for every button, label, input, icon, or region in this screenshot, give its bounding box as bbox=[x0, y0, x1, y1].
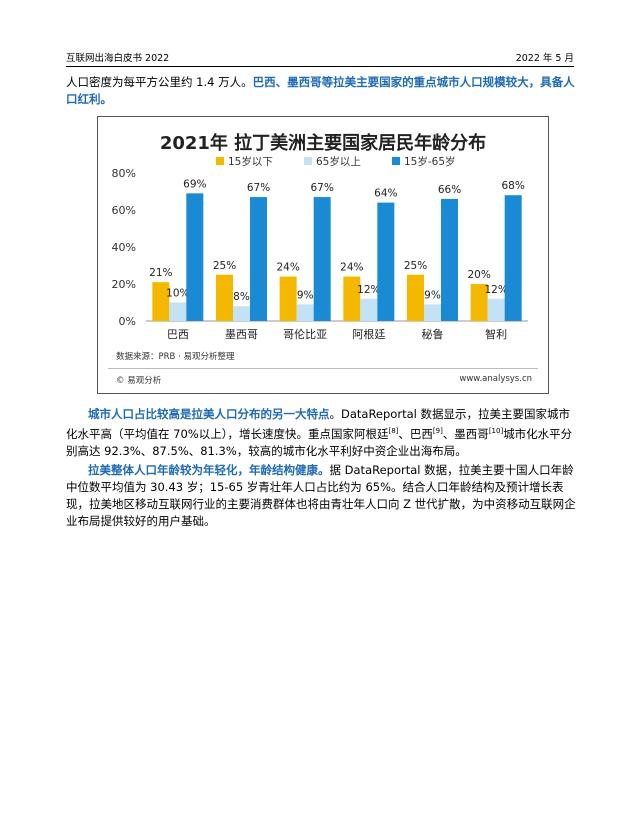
legend-label: 65岁以上 bbox=[316, 155, 361, 168]
chart-logo-text: 易观分析 bbox=[127, 376, 162, 386]
data-label: 69% bbox=[183, 178, 206, 190]
header-title: 互联网出海白皮书 2022 bbox=[66, 53, 170, 64]
y-tick-label: 80% bbox=[112, 167, 136, 180]
para3-text: 据 DataReportal 数据，拉美主要十国人口年龄中位数平均值为 30.4… bbox=[66, 463, 576, 528]
data-label: 25% bbox=[404, 260, 427, 272]
chart-source: 数据来源：PRB · 易观分析整理 bbox=[116, 352, 235, 362]
data-label: 66% bbox=[438, 184, 461, 196]
data-label: 12% bbox=[484, 284, 507, 296]
intro-highlight: 巴西、墨西哥等拉美主要国家的重点城市人口规模较大，具备人口红利。 bbox=[66, 75, 575, 106]
x-tick-label: 智利 bbox=[485, 327, 507, 341]
chart-canvas: 0% 20% 40% 60% 80% 15岁以下 65岁以上 15岁-65岁 21% 10% 69%… bbox=[112, 155, 528, 341]
bar bbox=[470, 284, 488, 321]
bar bbox=[216, 274, 233, 321]
x-tick-label: 墨西哥 bbox=[225, 328, 258, 341]
bar bbox=[296, 304, 314, 321]
data-label: 10% bbox=[166, 288, 189, 300]
data-label: 21% bbox=[149, 267, 172, 279]
para3-highlight: 拉美整体人口年龄较为年轻化，年龄结构健康。 bbox=[88, 463, 330, 477]
x-tick-label: 哥伦比亚 bbox=[283, 327, 327, 341]
data-label: 24% bbox=[340, 262, 363, 274]
age-structure-paragraph: 拉美整体人口年龄较为年轻化，年龄结构健康。据 DataReportal 数据，拉… bbox=[66, 462, 576, 530]
data-label: 64% bbox=[374, 188, 397, 200]
legend-label: 15岁-65岁 bbox=[404, 155, 456, 168]
legend-swatch bbox=[392, 157, 400, 165]
urbanization-paragraph: 城市人口占比较高是拉美人口分布的另一大特点。DataReportal 数据显示，… bbox=[66, 406, 576, 460]
bar bbox=[152, 282, 170, 321]
legend-swatch bbox=[216, 157, 224, 165]
chart-site: www.analysys.cn bbox=[459, 374, 532, 384]
bar bbox=[487, 298, 505, 321]
para2-text-a: 。DataReportal 数据显示，拉美主要国家城市化水平高（平均值在 70%… bbox=[66, 407, 570, 441]
x-tick-label: 巴西 bbox=[167, 328, 189, 341]
bar bbox=[186, 193, 204, 321]
intro-text: 人口密度为每平方公里约 1.4 万人。 bbox=[66, 75, 253, 89]
bar bbox=[504, 195, 522, 321]
para2-text-d: 城市化水平分别高达 92.3%、87.5%、81.3%，较高的城市化水平利好中资… bbox=[66, 426, 573, 458]
data-label: 25% bbox=[213, 260, 236, 272]
para2-text-b: 、巴西 bbox=[398, 426, 433, 441]
bar bbox=[424, 304, 441, 321]
y-tick-label: 60% bbox=[112, 204, 136, 217]
bar bbox=[377, 202, 395, 321]
bar bbox=[169, 302, 187, 321]
header-date: 2022 年 5 月 bbox=[515, 53, 574, 64]
y-tick-label: 40% bbox=[112, 241, 136, 254]
x-tick-label: 秘鲁 bbox=[422, 327, 444, 341]
chart-footer-rule bbox=[108, 368, 538, 369]
legend-swatch bbox=[304, 157, 312, 165]
bar bbox=[360, 298, 378, 321]
bar bbox=[250, 197, 267, 321]
bar bbox=[441, 198, 458, 321]
bar bbox=[407, 274, 424, 321]
page-header: 互联网出海白皮书 2022 2022 年 5 月 bbox=[66, 50, 574, 68]
bar bbox=[343, 276, 361, 321]
copyright-icon: © bbox=[116, 376, 125, 386]
chart-logo: © 易观分析 bbox=[116, 374, 161, 386]
data-label: 9% bbox=[424, 289, 441, 301]
data-label: 24% bbox=[276, 262, 299, 274]
data-label: 67% bbox=[247, 182, 270, 194]
para2-text-c: 、墨西哥 bbox=[442, 426, 489, 441]
ref-10: [10] bbox=[488, 427, 504, 435]
data-label: 12% bbox=[357, 284, 380, 296]
data-label: 9% bbox=[297, 289, 314, 301]
bar bbox=[279, 276, 297, 321]
para2-highlight: 城市人口占比较高是拉美人口分布的另一大特点 bbox=[88, 407, 330, 421]
bar bbox=[313, 197, 331, 321]
y-tick-label: 0% bbox=[119, 315, 136, 328]
ref-9: [9] bbox=[432, 427, 443, 435]
data-label: 20% bbox=[467, 269, 490, 281]
data-label: 68% bbox=[501, 180, 524, 192]
legend-label: 15岁以下 bbox=[228, 155, 273, 168]
y-tick-label: 20% bbox=[112, 278, 136, 291]
header-rule bbox=[66, 66, 574, 67]
data-label: 8% bbox=[233, 291, 250, 303]
age-distribution-chart: 2021年 拉丁美洲主要国家居民年龄分布 0% 20% 40% 60% 80% 15岁以下… bbox=[97, 116, 549, 394]
ref-8: [8] bbox=[388, 427, 399, 435]
data-label: 67% bbox=[310, 182, 333, 194]
bar bbox=[233, 306, 250, 321]
x-tick-label: 阿根廷 bbox=[352, 327, 385, 341]
intro-paragraph: 人口密度为每平方公里约 1.4 万人。巴西、墨西哥等拉美主要国家的重点城市人口规… bbox=[66, 74, 576, 108]
chart-title: 2021年 拉丁美洲主要国家居民年龄分布 bbox=[159, 133, 487, 154]
